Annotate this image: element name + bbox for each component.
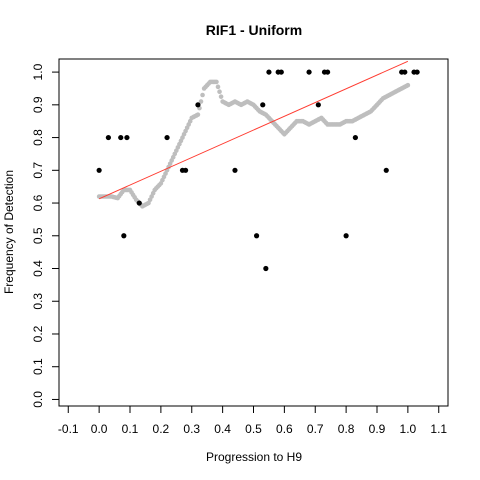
smoothed-point	[200, 92, 205, 98]
data-point	[278, 69, 284, 75]
y-tick-label: 0.6	[31, 194, 45, 211]
trend-line-layer	[98, 60, 409, 200]
plot-frame	[58, 58, 449, 407]
smoothed-point	[217, 89, 222, 95]
x-tick-label: 0.1	[122, 422, 139, 436]
x-tick-label: 0.3	[183, 422, 200, 436]
smoothed-point	[214, 79, 219, 85]
x-tick-label: 1.0	[400, 422, 417, 436]
y-tick-label: 0.8	[31, 129, 45, 146]
smoothed-point	[198, 99, 204, 104]
data-point	[121, 233, 127, 239]
x-tick-label: 0.2	[153, 422, 170, 436]
data-point	[263, 265, 269, 272]
y-axis-label: Frequency of Detection	[2, 170, 16, 294]
data-point	[136, 200, 142, 206]
x-tick-label: 0.8	[338, 422, 355, 436]
x-tick-label: 0.6	[276, 422, 293, 436]
data-point	[260, 102, 266, 108]
data-point	[266, 69, 272, 75]
data-point	[124, 134, 130, 141]
data-point	[324, 69, 331, 75]
y-tick-label: 1.0	[31, 63, 45, 80]
y-tick-label: 0.9	[31, 96, 45, 113]
x-tick-label: 0.7	[307, 422, 324, 436]
y-tick-label: 0.7	[31, 162, 45, 179]
data-point	[402, 69, 408, 75]
x-tick-label: 0.9	[369, 422, 386, 436]
y-tick-label: 0.4	[31, 260, 45, 277]
smoothed-point	[405, 82, 411, 88]
x-tick-label: -0.1	[58, 422, 79, 436]
data-point	[352, 134, 358, 141]
x-tick-label: 0.0	[91, 422, 108, 436]
data-point	[414, 69, 420, 75]
y-axis: 0.0 0.1 0.2 0.3 0.4 0.5 0.6 0.7 0.8 0.9 1.0	[31, 63, 59, 408]
data-point	[383, 167, 389, 173]
x-axis: -0.1 0.0 0.1 0.2 0.3 0.4 0.5 0.6 0.7 0.8 0.9 1.0 1.1	[58, 406, 447, 436]
data-point	[182, 167, 189, 173]
smoothed-point	[215, 84, 221, 90]
y-tick-label: 0.5	[31, 227, 45, 244]
data-point	[195, 102, 201, 108]
smoothed-point	[195, 112, 201, 117]
x-axis-label: Progression to H9	[206, 450, 302, 464]
y-tick-label: 0.1	[31, 358, 45, 375]
y-tick-label: 0.2	[31, 325, 45, 342]
data-point	[306, 69, 312, 75]
data-point	[232, 167, 238, 173]
trend-line	[98, 60, 409, 200]
data-point	[118, 134, 124, 141]
x-tick-label: 0.5	[245, 422, 262, 436]
smoothed-point	[218, 94, 224, 99]
data-point	[343, 233, 349, 239]
y-tick-label: 0.3	[31, 293, 45, 310]
data-point	[105, 134, 111, 141]
y-tick-label: 0.0	[31, 391, 45, 408]
chart-title: RIF1 - Uniform	[206, 22, 302, 38]
smoothed-series	[96, 79, 411, 209]
x-tick-label: 1.1	[430, 422, 447, 436]
data-points	[96, 69, 420, 272]
data-point	[96, 167, 102, 173]
data-point	[164, 134, 170, 141]
data-point	[253, 233, 260, 239]
x-tick-label: 0.4	[214, 422, 231, 436]
data-point	[315, 102, 321, 108]
